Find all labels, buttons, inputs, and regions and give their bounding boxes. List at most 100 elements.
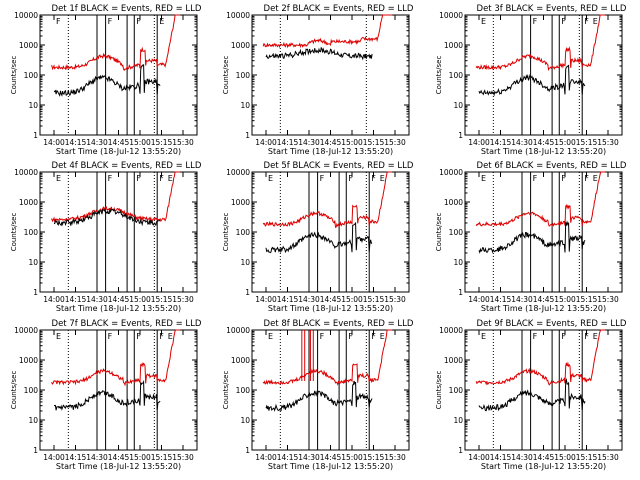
- x-tick-label: 14:30: [511, 295, 533, 304]
- y-tick-label: 100: [24, 71, 39, 80]
- marker-letter: F: [320, 174, 325, 183]
- x-tick-label: 15:30: [597, 295, 619, 304]
- y-tick-label: 1: [458, 131, 463, 140]
- marker-letter: E: [481, 332, 486, 341]
- marker-letter: E: [481, 17, 486, 26]
- x-axis-label: Start Time (18-Jul-12 13:55:20): [481, 147, 606, 156]
- x-tick-label: 14:15: [277, 295, 299, 304]
- x-axis-label: Start Time (18-Jul-12 13:55:20): [268, 304, 393, 313]
- marker-letter: E: [593, 332, 598, 341]
- x-tick-label: 15:30: [597, 138, 619, 147]
- marker-letter: F: [533, 17, 538, 26]
- x-tick-label: 14:45: [533, 295, 555, 304]
- x-tick-label: 14:00: [255, 453, 277, 462]
- x-tick-label: 15:00: [554, 295, 576, 304]
- panel-det-8f: Det 8f BLACK = Events, RED = LLD 1 10 100 10…: [222, 319, 414, 471]
- x-tick-label: 15:00: [341, 138, 363, 147]
- x-tick-label: 15:30: [384, 138, 406, 147]
- marker-letter: F: [584, 17, 589, 26]
- y-tick-label: 10: [28, 101, 38, 110]
- marker-letter: F: [584, 174, 589, 183]
- series-lld-red: [262, 171, 393, 229]
- x-tick-label: 14:00: [468, 138, 490, 147]
- x-axis-label: Start Time (18-Jul-12 13:55:20): [268, 462, 393, 471]
- y-tick-label: 1000: [444, 198, 463, 207]
- x-tick-label: 14:15: [490, 295, 512, 304]
- y-tick-label: 100: [449, 71, 464, 80]
- x-tick-label: 14:30: [298, 453, 320, 462]
- x-tick-label: 14:00: [43, 138, 65, 147]
- marker-letter: F: [108, 174, 113, 183]
- x-tick-label: 14:00: [255, 295, 277, 304]
- series-events-black: [53, 379, 161, 411]
- marker-letter: F: [561, 332, 566, 341]
- y-tick-label: 10000: [14, 168, 38, 177]
- marker-letter: E: [168, 174, 173, 183]
- x-tick-label: 15:30: [172, 295, 194, 304]
- x-tick-label: 14:30: [86, 138, 108, 147]
- chart-title: Det 9f BLACK = Events, RED = LLD: [477, 319, 627, 329]
- marker-letter: E: [268, 174, 273, 183]
- y-tick-label: 1000: [19, 356, 38, 365]
- y-tick-label: 10000: [439, 326, 463, 335]
- x-tick-label: 14:15: [277, 453, 299, 462]
- y-tick-label: 10000: [14, 326, 38, 335]
- marker-letter: E: [481, 174, 486, 183]
- marker-letter: F: [108, 17, 113, 26]
- x-tick-label: 14:15: [65, 138, 87, 147]
- y-axis-label: Counts/sec: [10, 213, 18, 252]
- x-tick-label: 15:30: [172, 138, 194, 147]
- y-axis-label: Counts/sec: [10, 371, 18, 410]
- marker-letter: F: [159, 174, 164, 183]
- x-tick-label: 14:45: [533, 138, 555, 147]
- x-tick-label: 14:30: [298, 295, 320, 304]
- marker-letter: F: [561, 174, 566, 183]
- y-axis-label: Counts/sec: [10, 56, 18, 95]
- x-tick-label: 14:15: [277, 138, 299, 147]
- y-tick-label: 1: [33, 288, 38, 297]
- x-tick-label: 15:30: [384, 295, 406, 304]
- y-tick-label: 1000: [19, 198, 38, 207]
- series-events-black: [478, 64, 586, 97]
- x-tick-label: 14:45: [108, 295, 130, 304]
- x-tick-label: 14:00: [468, 453, 490, 462]
- marker-letter: F: [136, 174, 141, 183]
- y-tick-label: 1: [245, 288, 250, 297]
- series-events-black: [478, 377, 586, 412]
- plot-frame: [39, 329, 198, 451]
- plot-frame: [251, 171, 410, 293]
- series-events-black: [265, 221, 373, 254]
- y-axis-label: Counts/sec: [435, 213, 443, 252]
- panel-det-2f: Det 2f BLACK = Events, RED = LLD 1 10 100 10…: [222, 4, 414, 156]
- chart-title: Det 6f BLACK = Events, RED = LLD: [477, 161, 627, 171]
- x-tick-label: 15:15: [151, 295, 173, 304]
- y-axis-label: Counts/sec: [222, 371, 230, 410]
- x-tick-label: 15:15: [363, 138, 385, 147]
- x-tick-label: 15:15: [151, 138, 173, 147]
- x-tick-label: 15:15: [576, 295, 598, 304]
- x-tick-label: 15:15: [576, 138, 598, 147]
- chart-title: Det 8f BLACK = Events, RED = LLD: [264, 319, 414, 329]
- marker-letter: F: [348, 332, 353, 341]
- x-tick-label: 14:00: [43, 295, 65, 304]
- plot-frame: [251, 329, 410, 451]
- marker-letter: F: [533, 174, 538, 183]
- x-axis-label: Start Time (18-Jul-12 13:55:20): [268, 147, 393, 156]
- plot-frame: [464, 171, 623, 293]
- x-axis-label: Start Time (18-Jul-12 13:55:20): [56, 462, 181, 471]
- x-tick-label: 14:45: [320, 295, 342, 304]
- y-tick-label: 10000: [226, 326, 250, 335]
- y-tick-label: 100: [236, 228, 251, 237]
- marker-letter: F: [320, 332, 325, 341]
- chart-title: Det 3f BLACK = Events, RED = LLD: [477, 4, 627, 14]
- panel-det-7f: Det 7f BLACK = Events, RED = LLD 1 10 100 10…: [10, 319, 202, 471]
- y-tick-label: 100: [24, 386, 39, 395]
- x-tick-label: 15:15: [576, 453, 598, 462]
- x-tick-label: 14:30: [298, 138, 320, 147]
- y-tick-label: 10000: [14, 11, 38, 20]
- series-lld-red: [475, 14, 606, 72]
- x-tick-label: 14:30: [86, 295, 108, 304]
- y-tick-label: 1: [245, 131, 250, 140]
- y-tick-label: 10000: [439, 168, 463, 177]
